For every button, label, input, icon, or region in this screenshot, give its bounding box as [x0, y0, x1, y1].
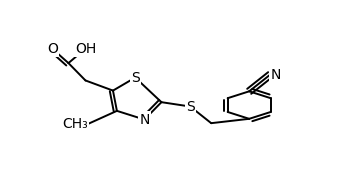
Text: S: S [131, 70, 140, 85]
Text: CH₃: CH₃ [62, 117, 88, 131]
Text: OH: OH [75, 42, 96, 56]
Text: O: O [47, 42, 58, 56]
Text: N: N [270, 68, 281, 82]
Text: N: N [139, 113, 150, 127]
Text: S: S [186, 99, 195, 114]
